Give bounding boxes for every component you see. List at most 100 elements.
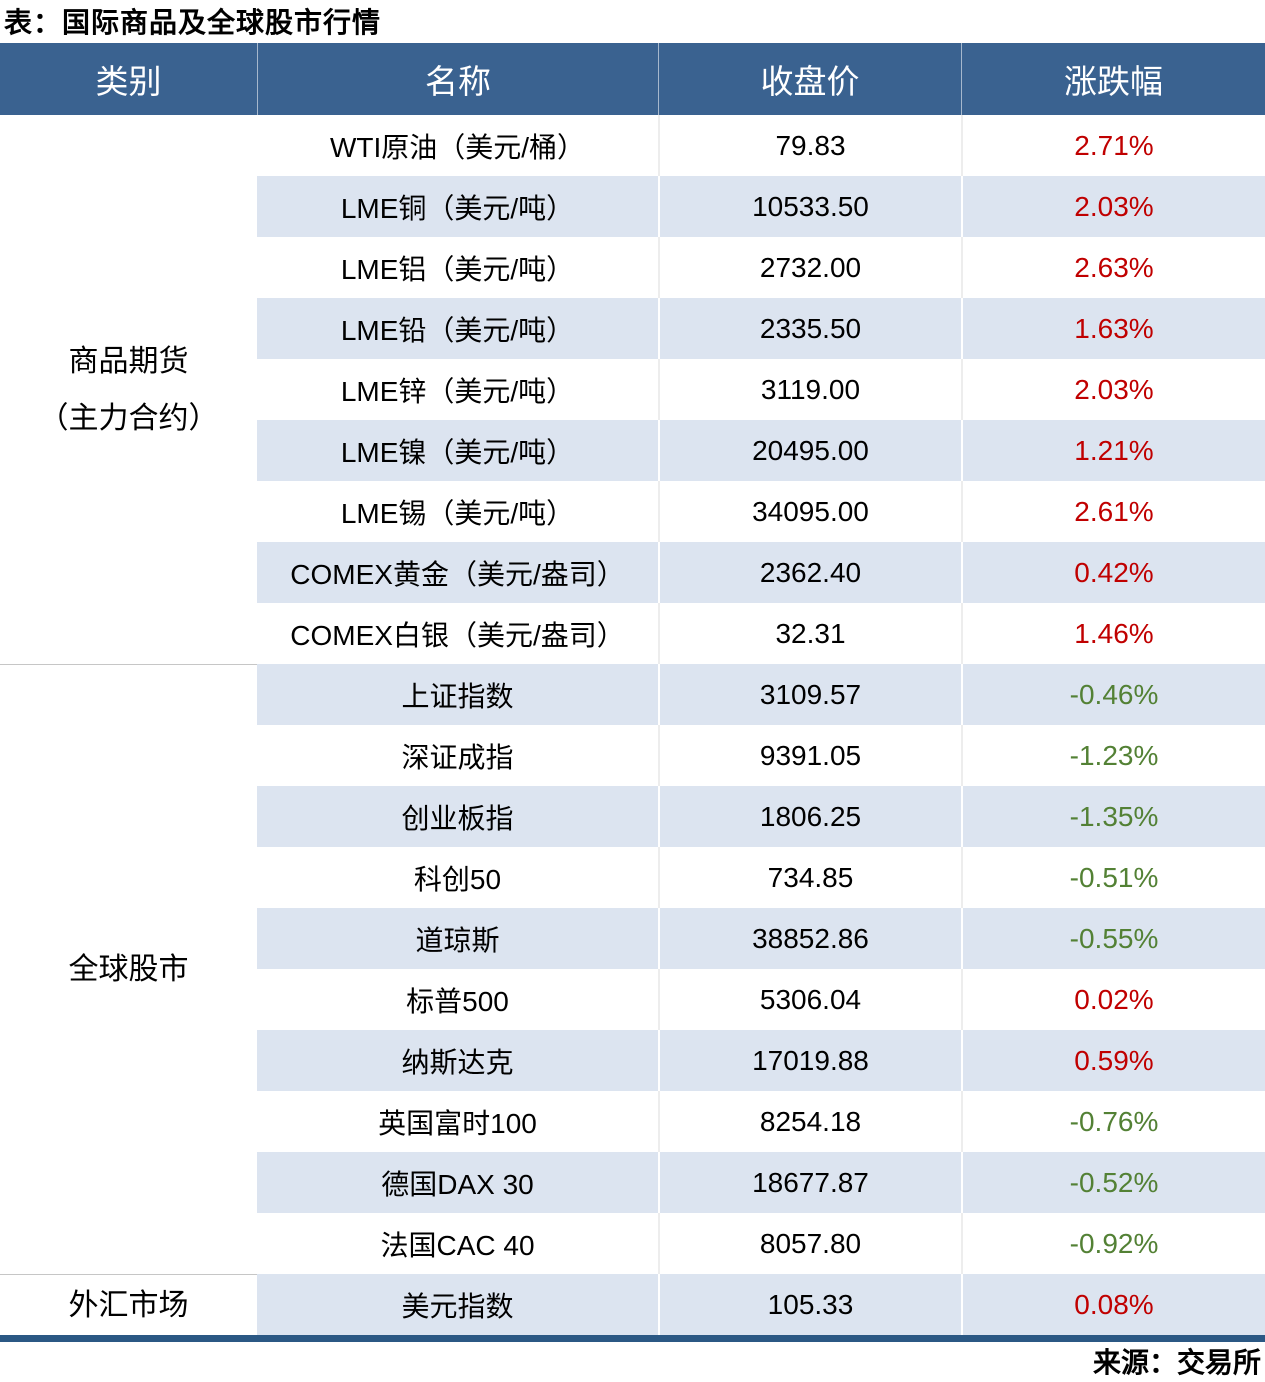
change-percent: 0.59% bbox=[961, 1030, 1265, 1091]
change-percent: -0.52% bbox=[961, 1152, 1265, 1213]
instrument-name: LME镍（美元/吨） bbox=[340, 436, 575, 468]
category-label-line: 全球股市 bbox=[68, 953, 189, 986]
section-global-stock-markets: 全球股市 上证指数 3109.57 -0.46% 深证成指 9391.05 -1… bbox=[0, 664, 1265, 1274]
section-commodity-futures: 商品期货 （主力合约） WTI原油（美元/桶） 79.83 2.71% LME铜… bbox=[0, 115, 1265, 664]
instrument-name: LME铝（美元/吨） bbox=[340, 253, 575, 285]
change-percent: 0.02% bbox=[961, 969, 1265, 1030]
table-row: 德国DAX 30 18677.87 -0.52% bbox=[257, 1152, 1265, 1213]
table-row: LME锡（美元/吨） 34095.00 2.61% bbox=[257, 481, 1265, 542]
change-percent: 2.03% bbox=[961, 359, 1265, 420]
change-percent: -0.46% bbox=[961, 664, 1265, 725]
instrument-name: 创业板指 bbox=[401, 802, 514, 834]
instrument-name: LME铜（美元/吨） bbox=[340, 192, 575, 224]
table-row: 上证指数 3109.57 -0.46% bbox=[257, 664, 1265, 725]
instrument-name: 法国CAC 40 bbox=[380, 1229, 535, 1261]
section-rows: WTI原油（美元/桶） 79.83 2.71% LME铜（美元/吨） 10533… bbox=[257, 115, 1265, 664]
table-header-row: 类别 名称 收盘价 涨跌幅 bbox=[0, 43, 1265, 115]
close-price: 5306.04 bbox=[658, 969, 961, 1030]
section-forex-market: 外汇市场 美元指数 105.33 0.08% bbox=[0, 1274, 1265, 1335]
close-price: 1806.25 bbox=[658, 786, 961, 847]
change-percent: -0.92% bbox=[961, 1213, 1265, 1274]
instrument-name: COMEX白银（美元/盎司） bbox=[290, 619, 625, 651]
change-percent: 1.63% bbox=[961, 298, 1265, 359]
table-row: LME锌（美元/吨） 3119.00 2.03% bbox=[257, 359, 1265, 420]
table-row: LME铅（美元/吨） 2335.50 1.63% bbox=[257, 298, 1265, 359]
close-price: 8057.80 bbox=[658, 1213, 961, 1274]
close-price: 3119.00 bbox=[658, 359, 961, 420]
change-percent: -0.51% bbox=[961, 847, 1265, 908]
table-row: 美元指数 105.33 0.08% bbox=[257, 1274, 1265, 1335]
category-label-line: 外汇市场 bbox=[68, 1288, 189, 1322]
close-price: 34095.00 bbox=[658, 481, 961, 542]
section-rows: 美元指数 105.33 0.08% bbox=[257, 1274, 1265, 1335]
table-row: 标普500 5306.04 0.02% bbox=[257, 969, 1265, 1030]
instrument-name: 深证成指 bbox=[401, 741, 514, 773]
category-cell-global-stocks: 全球股市 bbox=[0, 664, 257, 1274]
close-price: 2732.00 bbox=[658, 237, 961, 298]
table-row: COMEX黄金（美元/盎司） 2362.40 0.42% bbox=[257, 542, 1265, 603]
table-title: 表：国际商品及全球股市行情 bbox=[4, 7, 382, 38]
close-price: 2362.40 bbox=[658, 542, 961, 603]
table-row: 创业板指 1806.25 -1.35% bbox=[257, 786, 1265, 847]
change-percent: 0.42% bbox=[961, 542, 1265, 603]
close-price: 734.85 bbox=[658, 847, 961, 908]
instrument-name: 德国DAX 30 bbox=[381, 1168, 534, 1200]
change-percent: -1.35% bbox=[961, 786, 1265, 847]
change-percent: 2.03% bbox=[961, 176, 1265, 237]
instrument-name: LME铅（美元/吨） bbox=[340, 314, 575, 346]
instrument-name: 道琼斯 bbox=[415, 924, 500, 956]
change-percent: -1.23% bbox=[961, 725, 1265, 786]
change-percent: 0.08% bbox=[961, 1274, 1265, 1335]
close-price: 9391.05 bbox=[658, 725, 961, 786]
instrument-name: COMEX黄金（美元/盎司） bbox=[290, 558, 625, 590]
change-percent: -0.76% bbox=[961, 1091, 1265, 1152]
table-row: 英国富时100 8254.18 -0.76% bbox=[257, 1091, 1265, 1152]
instrument-name: 上证指数 bbox=[401, 680, 514, 712]
close-price: 20495.00 bbox=[658, 420, 961, 481]
close-price: 79.83 bbox=[658, 115, 961, 176]
header-close-price: 收盘价 bbox=[658, 43, 961, 115]
table-row: 纳斯达克 17019.88 0.59% bbox=[257, 1030, 1265, 1091]
header-change: 涨跌幅 bbox=[961, 43, 1265, 115]
table-row: LME镍（美元/吨） 20495.00 1.21% bbox=[257, 420, 1265, 481]
category-cell-commodity-futures: 商品期货 （主力合约） bbox=[0, 115, 257, 664]
source-note: 来源：交易所 bbox=[1092, 1347, 1261, 1378]
close-price: 17019.88 bbox=[658, 1030, 961, 1091]
table-row: 科创50 734.85 -0.51% bbox=[257, 847, 1265, 908]
table-row: LME铝（美元/吨） 2732.00 2.63% bbox=[257, 237, 1265, 298]
close-price: 3109.57 bbox=[658, 664, 961, 725]
category-label-line: 商品期货 bbox=[68, 344, 189, 378]
table-bottom-border bbox=[0, 1335, 1265, 1342]
category-label-line: （主力合约） bbox=[38, 401, 219, 435]
close-price: 32.31 bbox=[658, 603, 961, 664]
instrument-name: LME锡（美元/吨） bbox=[340, 497, 575, 529]
instrument-name: 英国富时100 bbox=[378, 1107, 537, 1139]
table-row: 法国CAC 40 8057.80 -0.92% bbox=[257, 1213, 1265, 1274]
header-category: 类别 bbox=[95, 65, 162, 101]
close-price: 18677.87 bbox=[658, 1152, 961, 1213]
instrument-name: 纳斯达克 bbox=[401, 1046, 514, 1078]
instrument-name: WTI原油（美元/桶） bbox=[329, 131, 586, 163]
instrument-name: LME锌（美元/吨） bbox=[340, 375, 575, 407]
table-row: LME铜（美元/吨） 10533.50 2.03% bbox=[257, 176, 1265, 237]
close-price: 8254.18 bbox=[658, 1091, 961, 1152]
table-body: 商品期货 （主力合约） WTI原油（美元/桶） 79.83 2.71% LME铜… bbox=[0, 115, 1265, 1335]
change-percent: 2.63% bbox=[961, 237, 1265, 298]
category-cell-forex: 外汇市场 bbox=[0, 1274, 257, 1335]
table-row: 深证成指 9391.05 -1.23% bbox=[257, 725, 1265, 786]
table-row: WTI原油（美元/桶） 79.83 2.71% bbox=[257, 115, 1265, 176]
close-price: 38852.86 bbox=[658, 908, 961, 969]
close-price: 105.33 bbox=[658, 1274, 961, 1335]
change-percent: 2.71% bbox=[961, 115, 1265, 176]
section-rows: 上证指数 3109.57 -0.46% 深证成指 9391.05 -1.23% … bbox=[257, 664, 1265, 1274]
change-percent: 2.61% bbox=[961, 481, 1265, 542]
change-percent: 1.46% bbox=[961, 603, 1265, 664]
table-row: 道琼斯 38852.86 -0.55% bbox=[257, 908, 1265, 969]
change-percent: 1.21% bbox=[961, 420, 1265, 481]
header-name: 名称 bbox=[257, 43, 658, 115]
instrument-name: 美元指数 bbox=[401, 1290, 514, 1322]
instrument-name: 标普500 bbox=[406, 985, 509, 1017]
close-price: 10533.50 bbox=[658, 176, 961, 237]
table-row: COMEX白银（美元/盎司） 32.31 1.46% bbox=[257, 603, 1265, 664]
change-percent: -0.55% bbox=[961, 908, 1265, 969]
